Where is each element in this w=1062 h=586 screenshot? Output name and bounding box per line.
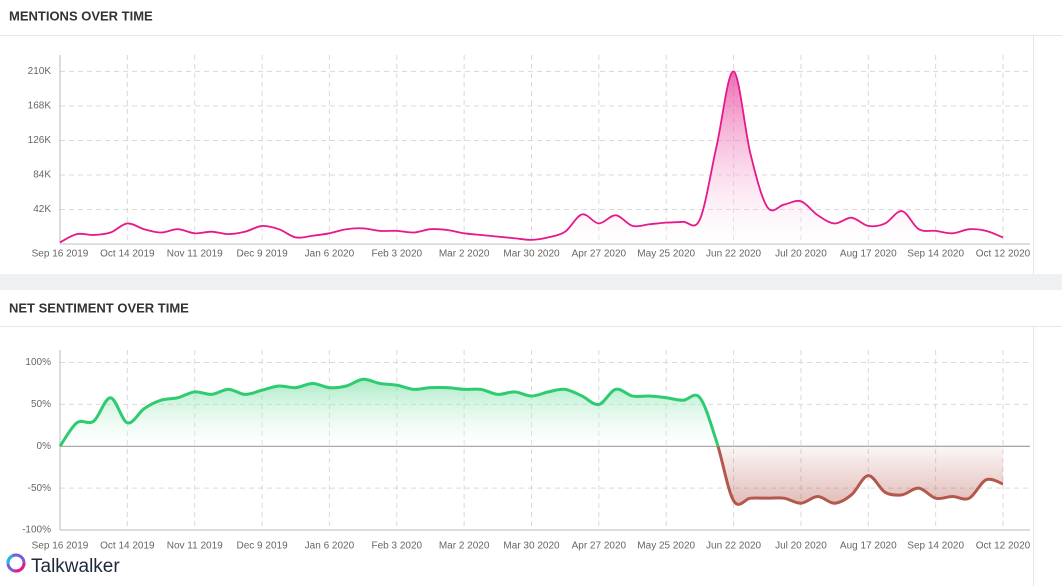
line	[58, 377, 1004, 506]
x-tick-label: May 25 2020	[637, 249, 695, 260]
y-tick-label: 100%	[25, 357, 51, 368]
x-tick-label: Jul 20 2020	[775, 249, 827, 260]
x-tick-label: Mar 2 2020	[439, 249, 490, 260]
y-tick-label: 42K	[33, 204, 51, 215]
panel-title: MENTIONS OVER TIME	[9, 8, 153, 23]
x-tick-label: Feb 3 2020	[371, 541, 422, 552]
x-tick-label: Sep 14 2020	[907, 249, 964, 260]
x-tick-label: Sep 16 2019	[32, 541, 89, 552]
y-tick-label: 84K	[33, 170, 51, 181]
x-tick-label: Feb 3 2020	[371, 249, 422, 260]
x-tick-label: Aug 17 2020	[840, 249, 897, 260]
x-tick-label: Dec 9 2019	[236, 249, 288, 260]
x-tick-label: Oct 12 2020	[976, 541, 1031, 552]
x-tick-label: Dec 9 2019	[236, 541, 288, 552]
panel-title: NET SENTIMENT OVER TIME	[9, 300, 189, 315]
x-tick-label: Jul 20 2020	[775, 541, 827, 552]
x-tick-label: Nov 11 2019	[167, 249, 223, 260]
x-tick-label: Jun 22 2020	[706, 249, 761, 260]
x-tick-label: Nov 11 2019	[167, 541, 223, 552]
brand-logo	[6, 553, 26, 573]
x-tick-label: Aug 17 2020	[840, 541, 897, 552]
y-tick-label: 210K	[28, 66, 52, 77]
x-tick-label: Oct 14 2019	[100, 249, 155, 260]
y-tick-label: -100%	[22, 525, 51, 536]
x-tick-label: Oct 14 2019	[100, 541, 155, 552]
y-tick-label: 168K	[28, 101, 52, 112]
x-tick-label: Jan 6 2020	[305, 541, 355, 552]
y-tick-label: 50%	[31, 399, 51, 410]
x-tick-label: Mar 30 2020	[503, 249, 560, 260]
y-tick-label: -50%	[28, 483, 51, 494]
y-tick-label: 126K	[28, 135, 52, 146]
x-tick-label: Mar 30 2020	[503, 541, 560, 552]
area	[60, 379, 1003, 505]
y-tick-label: 0%	[37, 441, 52, 452]
x-tick-label: May 25 2020	[637, 541, 695, 552]
x-tick-label: Jun 22 2020	[706, 541, 761, 552]
line	[59, 70, 1004, 244]
brand-name: Talkwalker	[31, 556, 120, 577]
x-tick-label: Mar 2 2020	[439, 541, 490, 552]
x-tick-label: Sep 14 2020	[907, 541, 964, 552]
area	[60, 71, 1003, 244]
x-tick-label: Apr 27 2020	[572, 249, 627, 260]
x-tick-label: Sep 16 2019	[32, 249, 89, 260]
x-tick-label: Jan 6 2020	[305, 249, 355, 260]
x-tick-label: Apr 27 2020	[572, 541, 627, 552]
x-tick-label: Oct 12 2020	[976, 249, 1031, 260]
